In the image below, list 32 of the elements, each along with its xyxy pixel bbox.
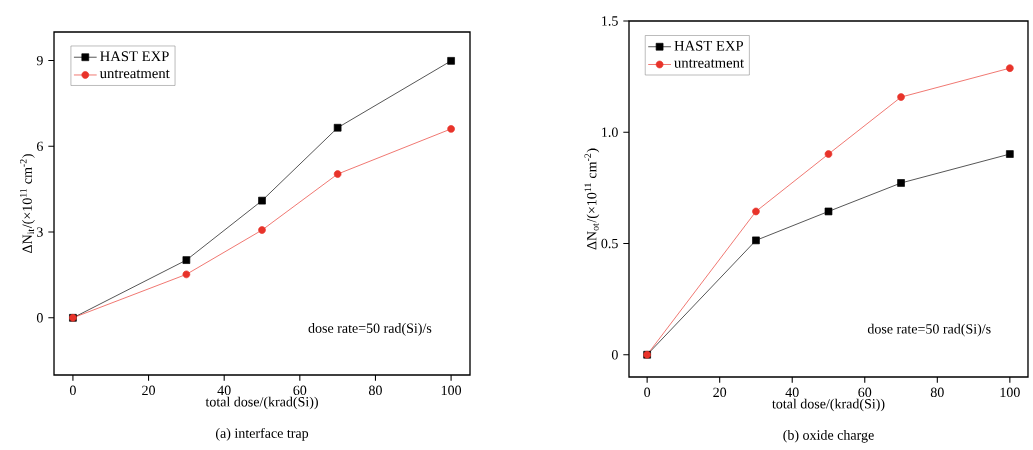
x-tick-label: 80 (368, 385, 382, 396)
x-tick-label: 80 (930, 387, 944, 398)
x-tick-label: 60 (293, 385, 307, 396)
annotation: dose rate=50 rad(Si)/s (867, 323, 991, 337)
legend-label: HAST EXP (674, 40, 744, 51)
y-tick-label: 9 (36, 55, 43, 66)
y-tick-label: 0.5 (601, 238, 618, 249)
y-axis-title: ΔN$_{ot}$/(×10$^{11}$ cm$^{-2}$) (584, 148, 600, 250)
x-tick-label: 20 (713, 387, 727, 398)
text: (b) oxide charge (783, 429, 874, 443)
x-tick-label: 20 (142, 385, 156, 396)
x-tick-label: 0 (644, 387, 651, 398)
text: (a) interface trap (215, 427, 309, 441)
x-tick-label: 40 (217, 385, 231, 396)
x-tick-label: 40 (785, 387, 799, 398)
x-tick-label: 0 (69, 385, 76, 396)
x-tick-label: 100 (441, 385, 462, 396)
x-axis-title: total dose/(krad(Si)) (772, 398, 885, 412)
legend-label: untreatment (99, 69, 170, 79)
y-tick-label: 0 (36, 313, 43, 323)
y-tick-label: 1.0 (602, 127, 618, 137)
y-tick-label: 3 (37, 227, 43, 237)
x-axis-title: total dose/(krad(Si)) (205, 396, 318, 410)
y-axis-title: ΔN$_{it}$/(×10$^{11}$ cm$^{-2}$) (20, 154, 35, 253)
legend-label: HAST EXP (100, 51, 169, 62)
annotation: dose rate=50 rad(Si)/s (308, 323, 432, 336)
legend-label: untreatment (674, 59, 744, 68)
x-tick-label: 60 (858, 387, 872, 398)
x-tick-label: 100 (1000, 387, 1020, 398)
y-tick-label: 6 (37, 141, 43, 152)
y-tick-label: 0 (611, 350, 618, 360)
y-tick-label: 1.5 (602, 16, 618, 26)
